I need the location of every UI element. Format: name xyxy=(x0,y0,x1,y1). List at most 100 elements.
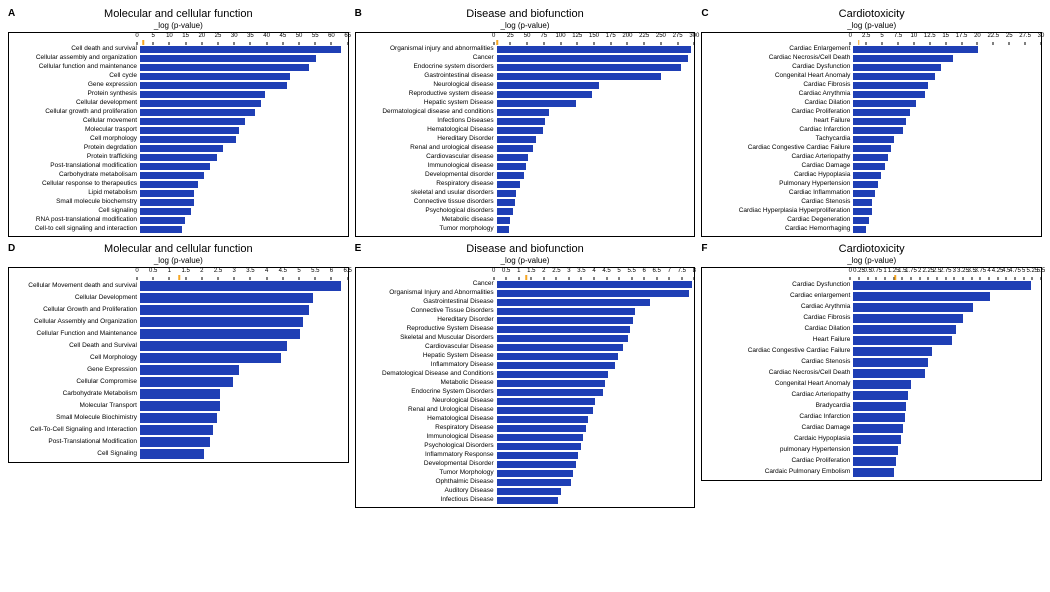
tick-label: 50 xyxy=(296,33,303,39)
bar-row: Protein degrdation xyxy=(9,144,348,153)
bar-label: Psychological Disorders xyxy=(356,443,497,450)
bar-label: Cardiac Dilation xyxy=(702,100,853,107)
bar-area xyxy=(853,335,1041,346)
bar-label: Organismal injury and abnormalities xyxy=(356,46,497,53)
bar xyxy=(140,82,287,89)
bar-row: Cellular movement xyxy=(9,117,348,126)
bar-label: Immunological Disease xyxy=(356,434,497,441)
tick-label: 2.5 xyxy=(552,268,560,274)
bar-label: Cellular Assembly and Organization xyxy=(9,319,140,326)
bar xyxy=(140,217,185,224)
axis-label: _log (p-value) xyxy=(355,21,696,30)
bar xyxy=(853,217,869,224)
bar xyxy=(853,136,894,143)
bar-row: Hematological Disease xyxy=(356,126,695,135)
plot-box: 02.557.51012.51517.52022.52527.530Cardia… xyxy=(701,32,1042,237)
bar-area xyxy=(853,423,1041,434)
bar xyxy=(853,109,909,116)
bar-area xyxy=(140,292,348,304)
bar xyxy=(853,369,925,378)
bar-area xyxy=(497,90,695,99)
x-axis: 00.250.50.7511.251.51.7522.252.52.7533.2… xyxy=(850,268,1041,280)
bar xyxy=(140,293,313,303)
bar xyxy=(853,163,884,170)
tick-label: 5 xyxy=(880,33,883,39)
bar xyxy=(497,208,513,215)
bar-area xyxy=(140,352,348,364)
bar-area xyxy=(140,448,348,460)
bar-row: Cardiac Arythmia xyxy=(702,302,1041,313)
bar xyxy=(853,391,908,400)
bar xyxy=(497,73,662,80)
bar-label: Reproductive System Disease xyxy=(356,326,497,333)
bar-area xyxy=(853,280,1041,291)
bar-row: Cardiac Dilation xyxy=(702,324,1041,335)
bar xyxy=(140,64,309,71)
bar-area xyxy=(140,189,348,198)
bar-label: RNA post-translational modification xyxy=(9,217,140,224)
bar-label: heart Failure xyxy=(702,118,853,125)
panel-letter: B xyxy=(355,8,362,19)
bar-label: Endocrine system disorders xyxy=(356,64,497,71)
bar-label: Renal and Urological Disease xyxy=(356,407,497,414)
tick-label: 0.75 xyxy=(870,268,882,274)
bar-row: Cell Morphology xyxy=(9,352,348,364)
plot-box: 05101520253035404550556065Cell death and… xyxy=(8,32,349,237)
bar-row: Cardiac Congestive Cardiac Failure xyxy=(702,144,1041,153)
bar-row: Bradycardia xyxy=(702,401,1041,412)
tick-label: 55 xyxy=(312,33,319,39)
bar-row: Cardiac Arrythmia xyxy=(702,90,1041,99)
bar-area xyxy=(497,343,695,352)
bar-area xyxy=(853,357,1041,368)
bar-label: Gastrointestinal Disease xyxy=(356,299,497,306)
bar-row: Hematological Disease xyxy=(356,415,695,424)
bar-label: Hereditary Disorder xyxy=(356,136,497,143)
bar-area xyxy=(497,460,695,469)
bar xyxy=(853,64,941,71)
bar-label: Cellular Growth and Proliferation xyxy=(9,307,140,314)
bar-area xyxy=(853,302,1041,313)
bar-area xyxy=(853,412,1041,423)
tick-label: 30 xyxy=(231,33,238,39)
tick-label: 4.5 xyxy=(279,268,287,274)
bar xyxy=(140,353,281,363)
bar xyxy=(140,401,220,411)
bar xyxy=(140,154,217,161)
bar xyxy=(140,163,210,170)
bar-label: Cellular Development xyxy=(9,295,140,302)
bar-label: Cardiac Arteriopathy xyxy=(702,154,853,161)
bar-label: Cellular Movement death and survival xyxy=(9,283,140,290)
bar-label: Gene Expression xyxy=(9,367,140,374)
bar xyxy=(853,181,878,188)
bar-label: Small Molecule Biochimistry xyxy=(9,415,140,422)
bar-row: pulmonary Hypertension xyxy=(702,445,1041,456)
bar xyxy=(497,389,603,396)
bar-row: Cellular Function and Maintenance xyxy=(9,328,348,340)
bar-label: Carbohydrate Metabolism xyxy=(9,391,140,398)
bar-area xyxy=(140,153,348,162)
axis-label: _log (p-value) xyxy=(701,256,1042,265)
panel-title: Cardiotoxicity xyxy=(701,243,1042,255)
tick-label: 225 xyxy=(639,33,649,39)
tick-label: 200 xyxy=(622,33,632,39)
bar-area xyxy=(853,467,1041,478)
bar-row: Cardiac Infarction xyxy=(702,412,1041,423)
chart-body: 0255075100125150175200225250275300Organi… xyxy=(356,33,695,236)
bar xyxy=(497,344,623,351)
panel-C: CCardiotoxicity_log (p-value)02.557.5101… xyxy=(701,8,1042,237)
bar-row: Cellular Movement death and survival xyxy=(9,280,348,292)
tick-label: 10 xyxy=(166,33,173,39)
bar-label: Cellular response to therapeutics xyxy=(9,181,140,188)
bar-row: Immunological Disease xyxy=(356,433,695,442)
tick-label: 1 xyxy=(168,268,171,274)
bar xyxy=(853,336,952,345)
bar-label: Respiratory disease xyxy=(356,181,497,188)
bar xyxy=(140,136,236,143)
bar xyxy=(853,347,931,356)
bar-label: Immunological disease xyxy=(356,163,497,170)
bar-row: Metabolic Disease xyxy=(356,379,695,388)
tick-label: 6.5 xyxy=(653,268,661,274)
tick-label: 75 xyxy=(540,33,547,39)
bar-row: Small molecule biochemstry xyxy=(9,198,348,207)
bar xyxy=(140,109,255,116)
